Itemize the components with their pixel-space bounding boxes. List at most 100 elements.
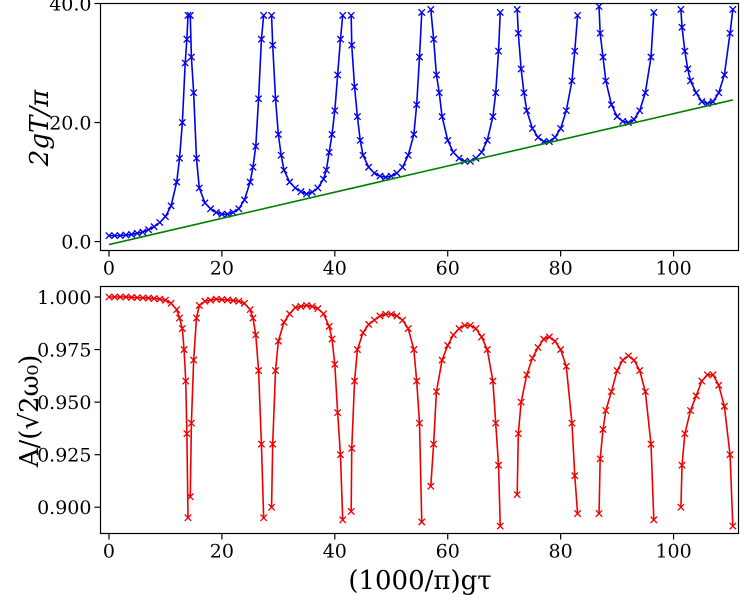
top-data-point-marker [319, 175, 328, 183]
bottom-data-point-marker [173, 305, 181, 314]
bottom-data-point-marker [186, 493, 194, 501]
top-data-point-marker [218, 210, 226, 218]
top-data-point-marker [260, 11, 268, 20]
top-series-line-segment [108, 15, 189, 237]
bottom-data-point-marker [636, 366, 644, 375]
top-data-point-marker [619, 117, 627, 126]
bottom-data-point-marker [189, 356, 198, 364]
top-data-point-marker [427, 5, 435, 14]
top-data-point-marker [274, 130, 283, 139]
bottom-y-tick-label: 0.975 [37, 340, 91, 362]
top-x-tick-label: 40 [323, 258, 347, 280]
top-data-point-marker [404, 151, 412, 159]
top-data-point-marker [520, 89, 528, 97]
top-data-point-marker [201, 199, 209, 207]
bottom-data-point-marker [494, 461, 503, 469]
bottom-data-point-marker [523, 371, 531, 379]
bottom-data-point-marker [466, 321, 474, 330]
top-data-point-marker [297, 187, 305, 196]
top-data-point-marker [359, 151, 367, 159]
bottom-data-point-marker [156, 295, 164, 303]
top-data-point-marker [302, 190, 311, 198]
top-data-point-marker [726, 29, 734, 37]
top-chart-panel: 0 20 40 60 80 100 0.0 20.0 40.0 2gT/π [25, 0, 740, 280]
bottom-data-point-marker [517, 398, 525, 406]
bottom-data-point-marker [413, 377, 421, 385]
top-data-point-marker [492, 89, 500, 97]
top-data-point-marker [370, 169, 378, 177]
top-data-point-marker [187, 53, 196, 61]
bottom-data-point-marker [195, 301, 203, 310]
top-data-point-marker [331, 106, 339, 115]
bottom-y-tick-label: 0.900 [37, 497, 91, 519]
top-data-point-marker [356, 136, 364, 145]
top-data-point-marker [156, 218, 164, 227]
top-data-point-marker [686, 77, 695, 85]
bottom-data-point-marker [381, 310, 390, 318]
bottom-series-line-segment [680, 373, 734, 527]
bottom-data-point-marker [709, 371, 717, 379]
bottom-data-point-marker [703, 371, 712, 379]
top-data-point-marker [489, 112, 497, 121]
top-data-point-marker [477, 148, 486, 156]
bottom-series-line-segment [516, 336, 579, 514]
bottom-data-point-marker [183, 429, 191, 438]
bottom-data-point-marker [432, 387, 441, 396]
bottom-data-point-marker [528, 354, 537, 362]
top-data-point-marker [449, 148, 458, 156]
bottom-series-line-segment [429, 324, 502, 527]
bottom-data-point-marker [133, 293, 141, 302]
bottom-data-point-marker [348, 444, 356, 453]
top-data-point-marker [257, 35, 266, 43]
bottom-x-tick-label: 40 [323, 541, 347, 563]
top-data-point-marker [514, 29, 522, 37]
bottom-data-point-marker [404, 324, 412, 333]
bottom-data-point-marker [291, 303, 299, 312]
top-data-point-marker [720, 71, 729, 79]
top-data-point-marker [110, 231, 119, 240]
top-data-point-marker [568, 77, 576, 85]
top-y-tick-label: 40.0 [49, 0, 91, 16]
bottom-data-point-marker [297, 302, 305, 311]
top-data-point-marker [517, 65, 525, 73]
top-data-point-marker [347, 11, 355, 20]
top-data-point-marker [602, 77, 610, 85]
top-data-point-marker [314, 184, 322, 192]
top-x-tick-label: 80 [549, 258, 573, 280]
bottom-data-point-marker [325, 322, 333, 331]
bottom-data-point-marker [545, 333, 554, 341]
top-y-tick-label: 0.0 [61, 232, 91, 254]
top-data-point-marker [678, 23, 686, 31]
bottom-data-point-marker [350, 377, 359, 385]
bottom-data-point-marker [182, 377, 190, 385]
top-data-point-marker [240, 196, 249, 204]
bottom-data-point-marker [720, 402, 729, 410]
bottom-x-axis-label: (1000/π)gτ [348, 566, 491, 596]
top-data-point-marker [183, 35, 191, 43]
top-data-point-marker [715, 89, 723, 97]
bottom-data-point-marker [319, 310, 328, 318]
top-data-point-marker [133, 229, 141, 237]
top-data-point-marker [350, 83, 359, 91]
top-data-point-marker [647, 53, 655, 61]
top-data-point-marker [483, 136, 491, 145]
top-data-point-marker [494, 47, 503, 55]
bottom-data-point-marker [647, 440, 655, 448]
bottom-chart-panel: 0 20 40 60 80 100 0.900 0.925 0.950 0.975 1.000 A/… [15, 285, 740, 596]
top-series-line-segment [680, 9, 734, 105]
top-y-tick-label: 20.0 [49, 113, 91, 135]
bottom-data-point-marker [477, 333, 486, 341]
top-data-point-marker [339, 11, 347, 20]
top-data-point-marker [353, 112, 362, 121]
bottom-data-point-marker [274, 337, 283, 345]
top-data-point-marker [599, 53, 607, 61]
bottom-data-point-marker [331, 360, 339, 368]
bottom-data-point-marker [285, 310, 294, 318]
bottom-data-point-marker [110, 293, 119, 301]
bottom-data-point-marker [269, 440, 277, 448]
bottom-data-point-marker [449, 331, 458, 339]
top-series-line-segment [270, 15, 344, 195]
bottom-data-point-marker [161, 296, 170, 304]
bottom-data-point-marker [333, 408, 342, 417]
